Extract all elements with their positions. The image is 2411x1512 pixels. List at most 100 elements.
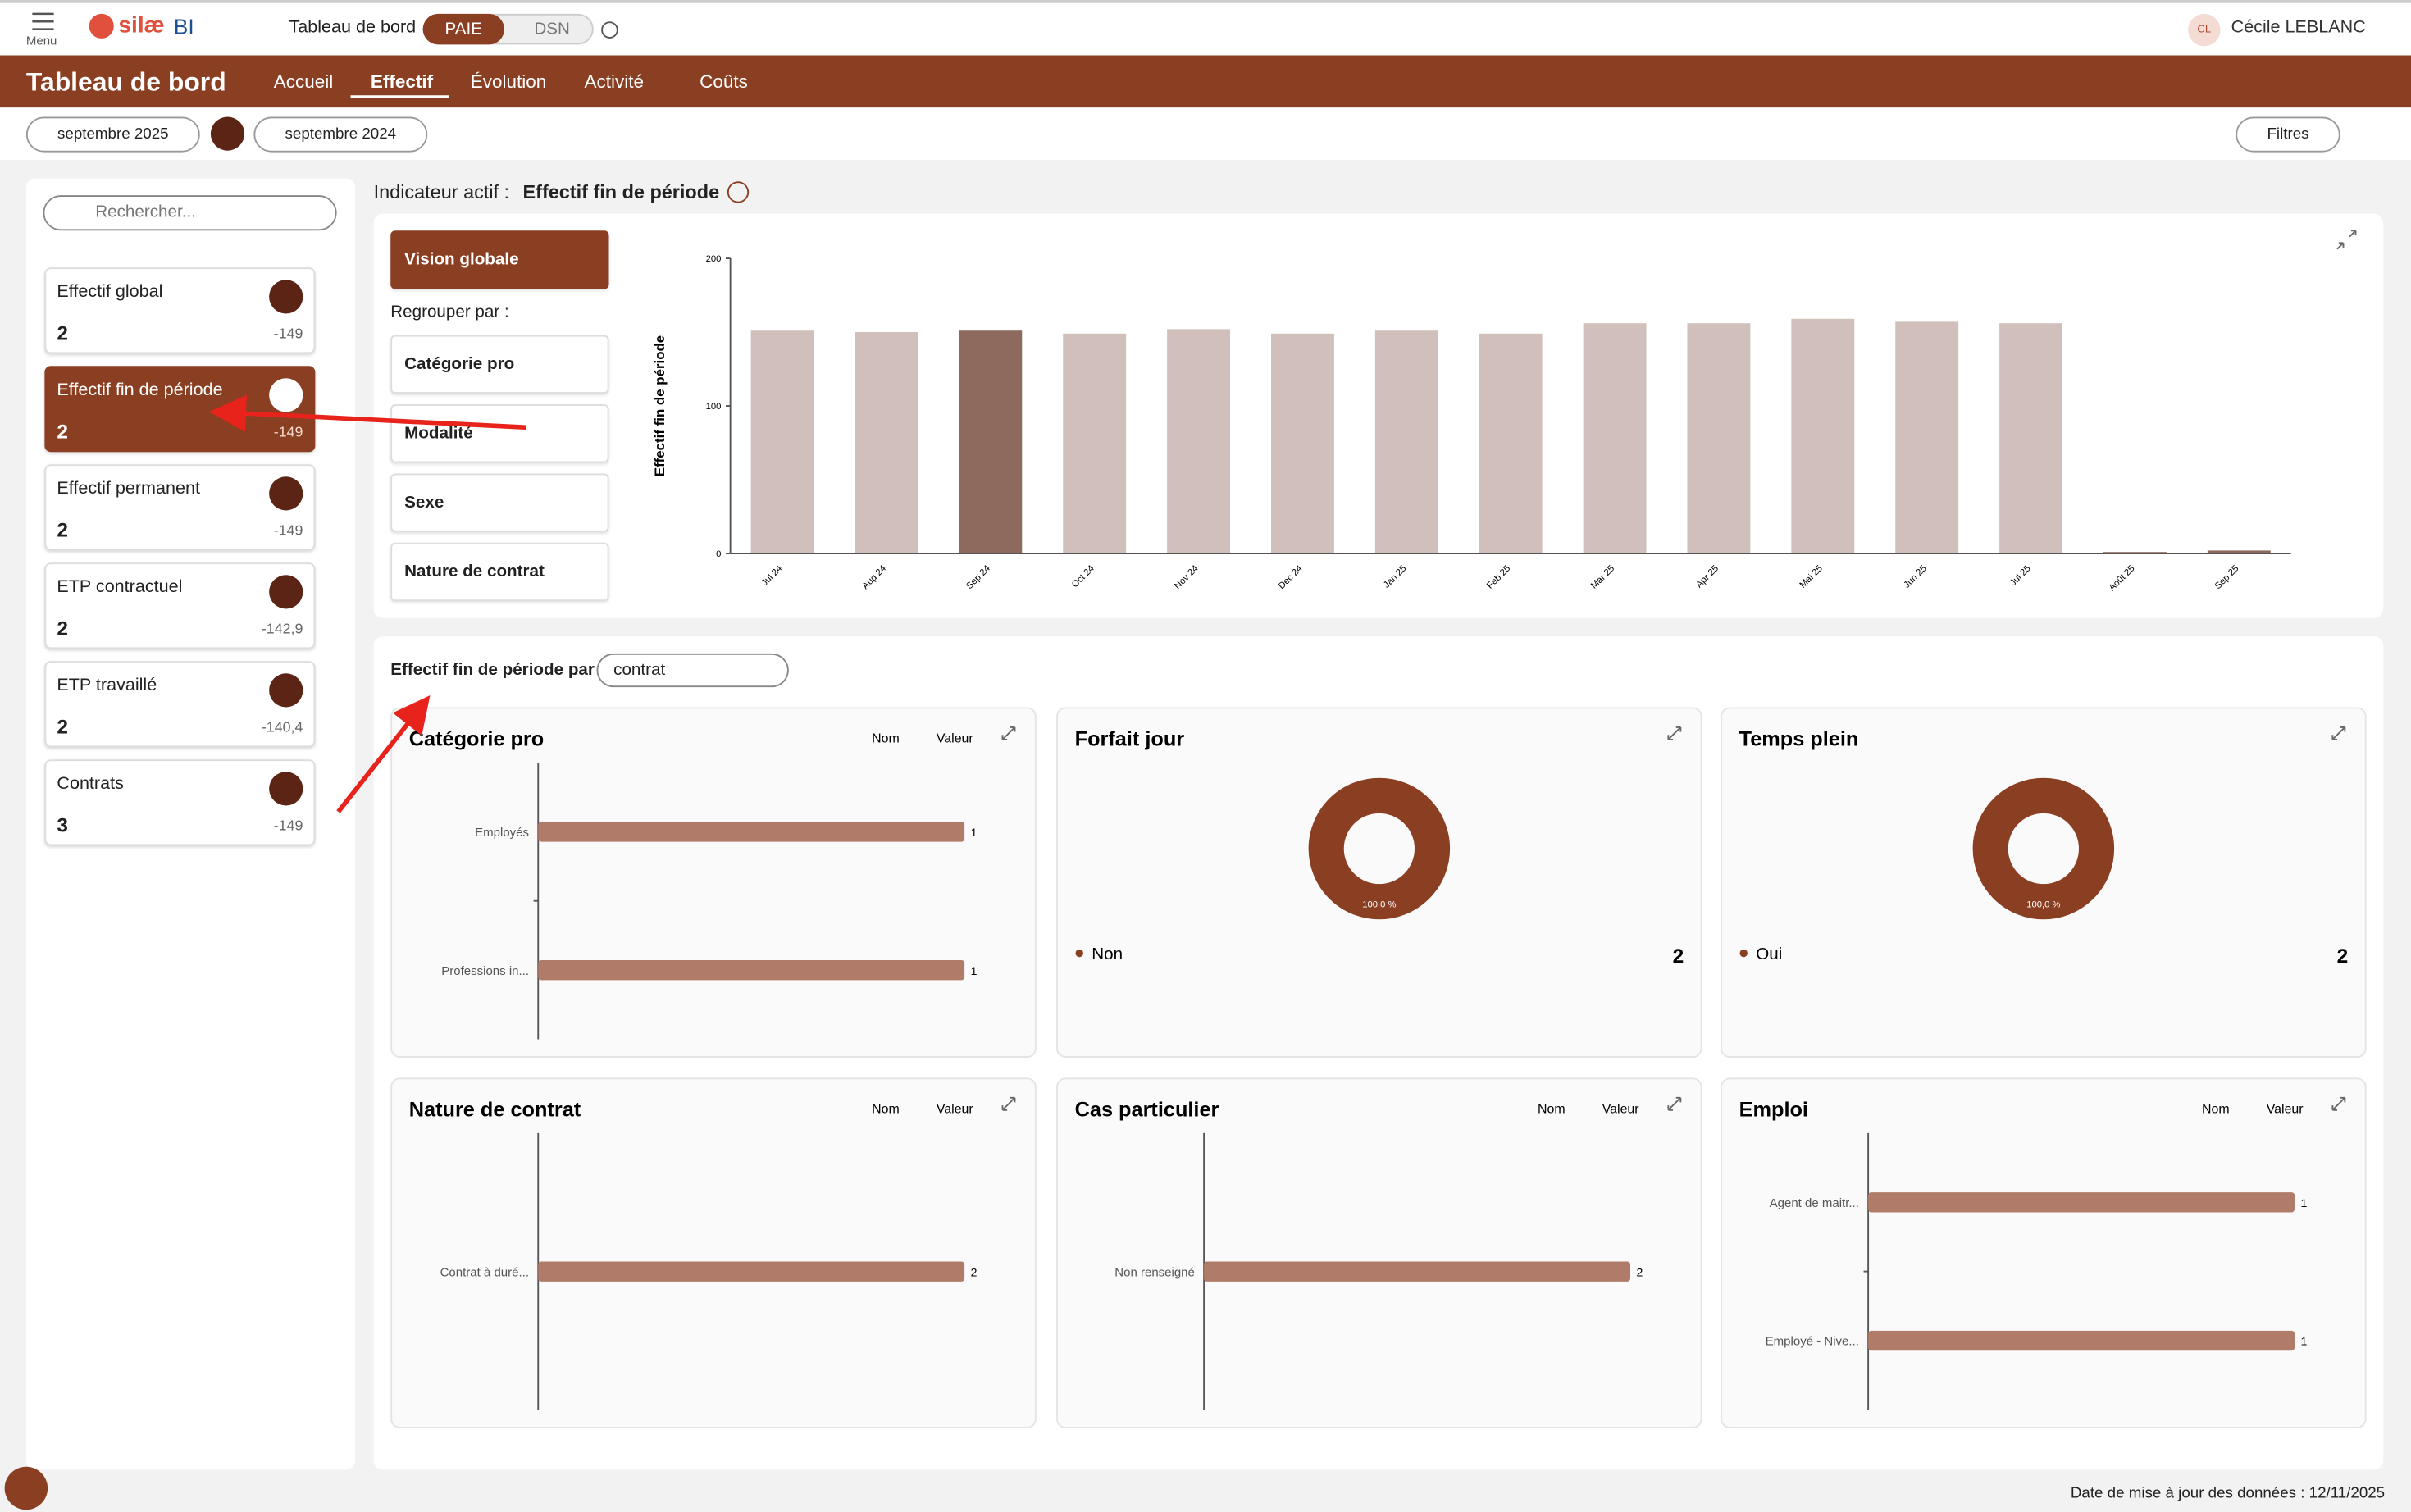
kpi-card[interactable]: ETP travaillé 2 -140,4	[44, 661, 316, 748]
kpi-card[interactable]: ETP contractuel 2 -142,9	[44, 562, 316, 649]
sort-label[interactable]: Nom	[872, 732, 900, 746]
kpi-search-icon[interactable]	[269, 378, 303, 412]
x-tick-label: Août 25	[2108, 563, 2137, 593]
chat-button[interactable]	[4, 1466, 48, 1510]
bar	[855, 332, 918, 553]
group-option[interactable]: Modalité	[390, 404, 609, 463]
nav-title: Tableau de bord	[25, 67, 226, 98]
expand-icon[interactable]	[1001, 1096, 1016, 1111]
kpi-card[interactable]: Contrats 3 -149	[44, 759, 316, 846]
logo: silæ	[118, 12, 165, 39]
chart-card-svg: Cas particulier Nom Valeur 2 Non renseigné	[1075, 1096, 1682, 1410]
kpi-delta: -140,4	[261, 719, 303, 737]
chart-card-svg: Temps plein 100,0 % Oui 2	[1739, 726, 2349, 968]
x-tick-label: Aug 24	[860, 563, 888, 591]
sort-label[interactable]: Valeur	[2267, 1103, 2304, 1117]
expand-icon[interactable]	[2331, 1096, 2346, 1111]
x-tick-label: Mar 25	[1589, 563, 1616, 590]
logo-icon	[89, 13, 114, 39]
group-option[interactable]: Nature de contrat	[390, 542, 609, 602]
x-tick-label: Oct 24	[1070, 563, 1096, 590]
nav-tab[interactable]: Effectif	[370, 71, 434, 93]
info-icon[interactable]	[601, 21, 618, 39]
kpi-search-icon[interactable]	[269, 476, 303, 511]
x-tick-label: Dec 24	[1277, 563, 1305, 591]
toggle-option[interactable]: PAIE	[422, 13, 504, 45]
expand-icon[interactable]	[1667, 1096, 1682, 1111]
nav-tab[interactable]: Activité	[584, 71, 645, 93]
category-label: Non renseigné	[1114, 1265, 1195, 1279]
toggle-option[interactable]: DSN	[534, 20, 570, 39]
x-tick-label: Feb 25	[1485, 563, 1512, 590]
sort-label[interactable]: Valeur	[937, 732, 974, 746]
chart-card-svg: Emploi Nom Valeur 1 Agent de maitr... 1 Employ…	[1739, 1096, 2346, 1410]
kpi-search-icon[interactable]	[269, 575, 303, 609]
kpi-search-icon[interactable]	[269, 280, 303, 314]
kpi-delta: -142,9	[261, 621, 303, 639]
vision-button[interactable]: Vision globale	[390, 230, 609, 289]
period-select[interactable]: septembre 2025	[25, 116, 200, 153]
expand-icon[interactable]	[1667, 726, 1682, 740]
kpi-search-icon[interactable]	[269, 772, 303, 806]
chart-card-title: Nature de contrat	[409, 1098, 581, 1121]
menu-label[interactable]: Menu	[25, 34, 57, 48]
expand-icon[interactable]	[1001, 726, 1016, 740]
compare-icon[interactable]	[210, 116, 245, 151]
bar	[1270, 333, 1334, 553]
x-tick-label: Mai 25	[1798, 563, 1825, 590]
legend-dot	[1075, 949, 1083, 958]
search-input[interactable]: Rechercher...	[43, 195, 337, 231]
category-label: Employé - Nive...	[1766, 1335, 1859, 1349]
bar	[1895, 321, 1959, 553]
breakdown-select[interactable]: contrat	[596, 653, 789, 688]
sort-label[interactable]: Valeur	[937, 1103, 974, 1117]
bar	[538, 959, 965, 981]
compare-select[interactable]: septembre 2024	[253, 116, 428, 153]
nav-tab[interactable]: Évolution	[470, 71, 547, 93]
chart-card-title: Forfait jour	[1075, 727, 1185, 750]
sort-label[interactable]: Nom	[872, 1103, 900, 1117]
nav-tab[interactable]: Accueil	[273, 71, 334, 93]
kpi-card[interactable]: Effectif permanent 2 -149	[44, 464, 316, 551]
filters-button[interactable]: Filtres	[2236, 116, 2340, 153]
group-option[interactable]: Sexe	[390, 473, 609, 532]
menu-icon[interactable]	[31, 12, 56, 31]
bar	[959, 330, 1023, 553]
bar	[1167, 329, 1230, 553]
bar	[1687, 323, 1751, 553]
expand-icon[interactable]	[2331, 726, 2346, 740]
sort-label[interactable]: Nom	[1538, 1103, 1566, 1117]
chart-card: Catégorie pro Nom Valeur 1 Employés 1 Professi…	[390, 707, 1037, 1058]
x-tick-label: Jun 25	[1902, 563, 1928, 590]
legend-label: Oui	[1756, 945, 1782, 963]
kpi-value: 2	[57, 419, 68, 443]
legend-value: 2	[2337, 945, 2349, 968]
sort-label[interactable]: Valeur	[1602, 1103, 1640, 1117]
kpi-delta: -149	[273, 326, 303, 344]
bar	[1583, 323, 1647, 553]
sort-label[interactable]: Nom	[2202, 1103, 2230, 1117]
bar	[1204, 1261, 1631, 1282]
user-name[interactable]: Cécile LEBLANC	[2231, 18, 2366, 38]
expand-icon[interactable]	[2336, 230, 2357, 250]
kpi-label: ETP travaillé	[57, 676, 157, 695]
y-tick-label: 200	[706, 254, 722, 264]
x-tick-label: Jul 25	[2008, 563, 2033, 588]
kpi-card[interactable]: Effectif global 2 -149	[44, 267, 316, 354]
kpi-card[interactable]: Effectif fin de période 2 -149	[44, 366, 316, 453]
legend-dot	[1739, 949, 1748, 958]
nav-tab[interactable]: Coûts	[700, 71, 748, 93]
kpi-value: 2	[57, 517, 68, 541]
category-label: Contrat à duré...	[440, 1265, 529, 1279]
kpi-value: 2	[57, 321, 68, 344]
chart-card: Cas particulier Nom Valeur 2 Non renseigné	[1056, 1077, 1702, 1428]
indicator-name: Effectif fin de période	[522, 181, 720, 203]
kpi-search-icon[interactable]	[269, 673, 303, 708]
kpi-value: 2	[57, 714, 68, 738]
breakdown-label: Effectif fin de période par	[390, 661, 595, 680]
kpi-label: Contrats	[57, 775, 124, 794]
avatar[interactable]: CL	[2188, 13, 2221, 47]
info-icon[interactable]	[727, 181, 750, 203]
group-option[interactable]: Catégorie pro	[390, 335, 609, 394]
